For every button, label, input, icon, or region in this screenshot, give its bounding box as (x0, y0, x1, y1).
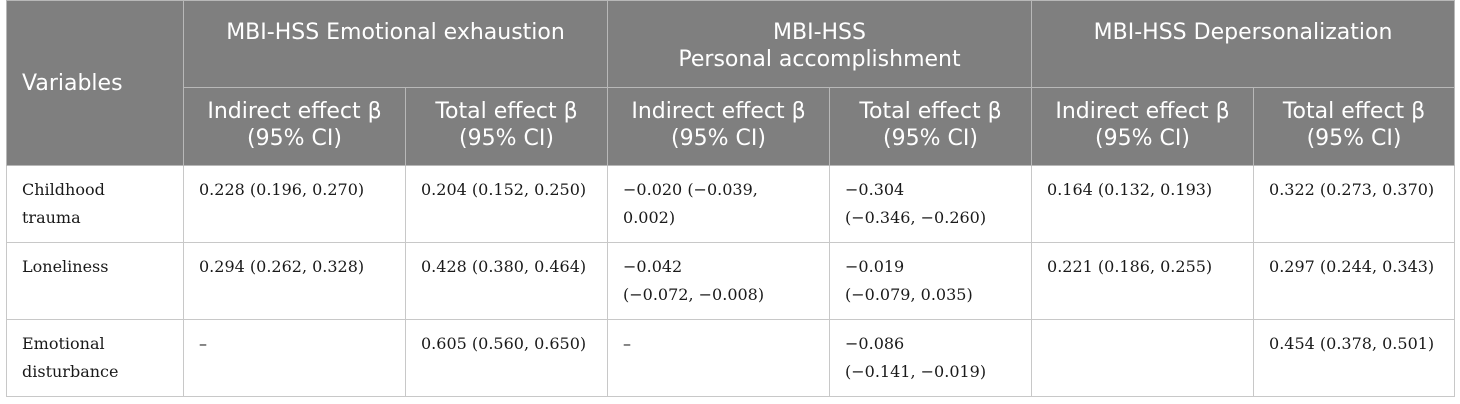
subheader-dp-indirect: Indirect effect β (95% CI) (1031, 87, 1255, 166)
table-cell: – (607, 319, 831, 397)
table-cell: −0.304 (−0.346, −0.260) (829, 165, 1033, 243)
table-cell: −0.042 (−0.072, −0.008) (607, 242, 831, 320)
subheader-ee-total: Total effect β (95% CI) (404, 87, 609, 166)
table-row: Emotional disturbance – 0.605 (0.560, 0.… (6, 319, 1456, 397)
table-cell: 0.228 (0.196, 0.270) (183, 165, 406, 243)
table-row: Loneliness 0.294 (0.262, 0.328) 0.428 (0… (6, 242, 1456, 320)
table-cell: 0.164 (0.132, 0.193) (1031, 165, 1255, 243)
header-group-emotional-exhaustion: MBI-HSS Emotional exhaustion (182, 0, 609, 88)
row-variable: Emotional disturbance (6, 319, 184, 397)
table-cell: 0.454 (0.378, 0.501) (1253, 319, 1456, 397)
table-cell: 0.605 (0.560, 0.650) (404, 319, 609, 397)
results-table: Variables MBI-HSS Emotional exhaustion M… (6, 0, 1456, 397)
table-cell: 0.294 (0.262, 0.328) (183, 242, 406, 320)
table-cell: −0.020 (−0.039, 0.002) (607, 165, 831, 243)
subheader-pa-indirect: Indirect effect β (95% CI) (607, 87, 831, 166)
table-cell: 0.428 (0.380, 0.464) (404, 242, 609, 320)
table-cell: 0.221 (0.186, 0.255) (1031, 242, 1255, 320)
table-row: Childhood trauma 0.228 (0.196, 0.270) 0.… (6, 165, 1456, 243)
header-variables: Variables (6, 0, 184, 166)
subheader-ee-indirect: Indirect effect β (95% CI) (183, 87, 406, 166)
subheader-pa-total: Total effect β (95% CI) (829, 87, 1033, 166)
header-group-depersonalization: MBI-HSS Depersonalization (1031, 0, 1456, 88)
table-cell: 0.297 (0.244, 0.343) (1253, 242, 1456, 320)
table-cell (1031, 319, 1255, 397)
header-group-personal-accomplishment: MBI-HSS Personal accomplishment (607, 0, 1033, 88)
row-variable: Loneliness (6, 242, 184, 320)
subheader-dp-total: Total effect β (95% CI) (1253, 87, 1456, 166)
row-variable: Childhood trauma (6, 165, 184, 243)
table-cell: 0.204 (0.152, 0.250) (404, 165, 609, 243)
table-cell: −0.086 (−0.141, −0.019) (829, 319, 1033, 397)
table-cell: −0.019 (−0.079, 0.035) (829, 242, 1033, 320)
table-cell: – (183, 319, 406, 397)
table-cell: 0.322 (0.273, 0.370) (1253, 165, 1456, 243)
